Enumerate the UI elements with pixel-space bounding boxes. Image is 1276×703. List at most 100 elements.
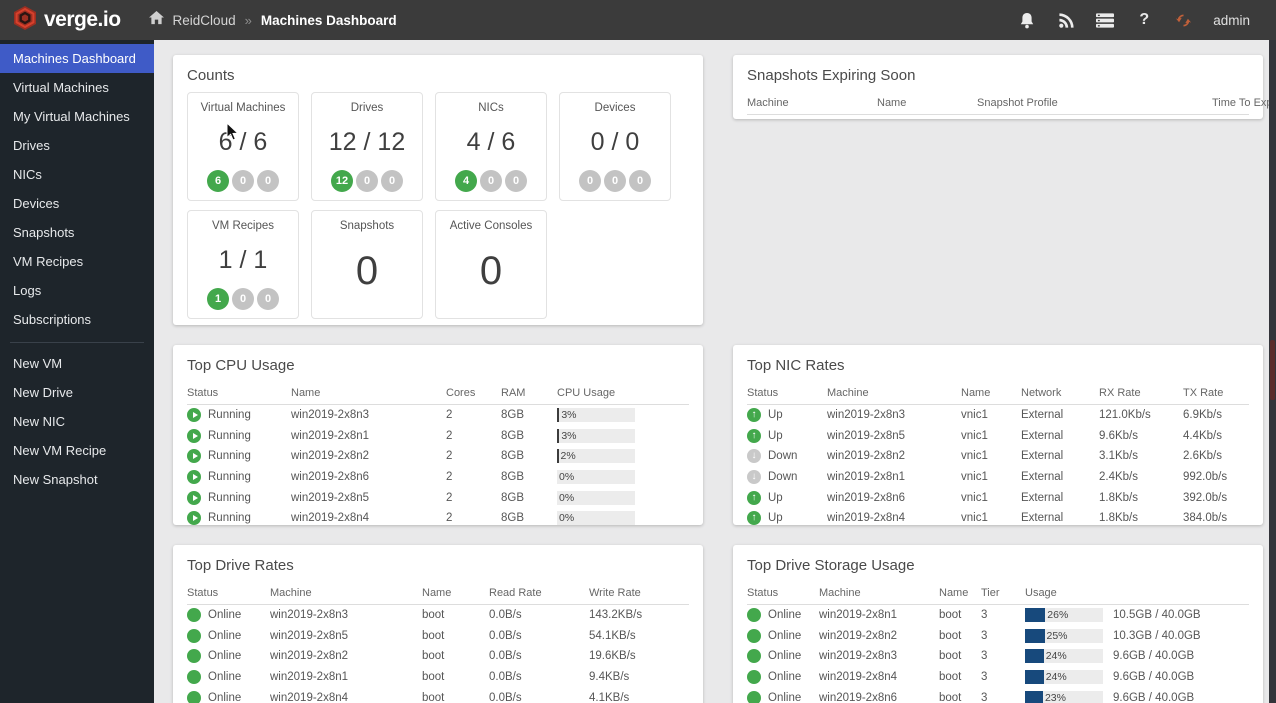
table-row[interactable]: Running win2019-2x8n4 2 8GB 0% bbox=[187, 508, 689, 529]
column-header: Time To Expiration bbox=[1212, 97, 1276, 109]
nic-name: vnic1 bbox=[961, 429, 988, 442]
write-rate: 143.2KB/s bbox=[589, 609, 643, 622]
user-menu[interactable]: admin bbox=[1213, 12, 1250, 28]
sidebar-item-virtual-machines[interactable]: Virtual Machines bbox=[13, 80, 109, 95]
sidebar-action-new-drive[interactable]: New Drive bbox=[13, 385, 73, 400]
count-card-devices[interactable]: Devices 0 / 0 0 0 0 bbox=[559, 92, 671, 201]
count-card-virtual-machines[interactable]: Virtual Machines 6 / 6 6 0 0 bbox=[187, 92, 299, 201]
vertical-scrollbar[interactable] bbox=[1269, 40, 1276, 703]
vm-name: win2019-2x8n3 bbox=[291, 409, 370, 422]
vm-name: win2019-2x8n1 bbox=[291, 429, 370, 442]
rx-rate: 3.1Kb/s bbox=[1099, 450, 1138, 463]
status-label: Up bbox=[768, 429, 783, 442]
table-row[interactable]: Online win2019-2x8n3 boot 0.0B/s 143.2KB… bbox=[187, 605, 689, 626]
table-row[interactable]: ↓ Down win2019-2x8n2 vnic1 External 3.1Kb… bbox=[747, 446, 1249, 467]
feed-rss-icon[interactable] bbox=[1057, 11, 1075, 29]
read-rate: 0.0B/s bbox=[489, 609, 522, 622]
cpu-percent-label: 0% bbox=[559, 471, 575, 484]
drive-name: boot bbox=[422, 629, 445, 642]
main-content: Counts Virtual Machines 6 / 6 6 0 0 Driv… bbox=[154, 40, 1276, 703]
table-row[interactable]: ↑ Up win2019-2x8n4 vnic1 External 1.8Kb/s… bbox=[747, 508, 1249, 529]
table-row[interactable]: Running win2019-2x8n5 2 8GB 0% bbox=[187, 487, 689, 508]
machine-name: win2019-2x8n2 bbox=[827, 450, 906, 463]
tx-rate: 4.4Kb/s bbox=[1183, 429, 1222, 442]
write-rate: 54.1KB/s bbox=[589, 629, 636, 642]
cpu-percent-label: 3% bbox=[561, 429, 577, 442]
top-drive-rates-panel: Top Drive Rates Status Machine Name Read… bbox=[173, 545, 703, 703]
sidebar-action-new-nic[interactable]: New NIC bbox=[13, 414, 66, 429]
snapshots-expiring-panel: Snapshots Expiring Soon Machine Name Sna… bbox=[733, 55, 1276, 119]
cpu-usage-bar: 3% bbox=[557, 428, 635, 443]
drive-name: boot bbox=[422, 609, 445, 622]
table-row[interactable]: Online win2019-2x8n1 boot 0.0B/s 9.4KB/s bbox=[187, 667, 689, 688]
verge-io-logo[interactable]: verge.io bbox=[0, 5, 135, 36]
count-card-vm-recipes[interactable]: VM Recipes 1 / 1 1 0 0 bbox=[187, 210, 299, 319]
count-card-nics[interactable]: NICs 4 / 6 4 0 0 bbox=[435, 92, 547, 201]
sidebar-divider bbox=[10, 342, 144, 343]
status-label: Online bbox=[768, 629, 802, 642]
system-log-list-icon[interactable] bbox=[1096, 11, 1115, 29]
rx-rate: 1.8Kb/s bbox=[1099, 512, 1138, 525]
sidebar-item-devices[interactable]: Devices bbox=[13, 196, 60, 211]
status-badge: 12 bbox=[331, 170, 353, 192]
refresh-sync-icon[interactable] bbox=[1174, 11, 1192, 29]
home-icon[interactable] bbox=[148, 10, 164, 30]
scrollbar-thumb[interactable] bbox=[1270, 340, 1275, 400]
table-row[interactable]: Online win2019-2x8n3 boot 3 24% 9.6GB / 4… bbox=[747, 646, 1249, 667]
sidebar-item-vm-recipes[interactable]: VM Recipes bbox=[13, 254, 84, 269]
sidebar-item-nics[interactable]: NICs bbox=[13, 167, 42, 182]
column-header: Status bbox=[187, 587, 219, 599]
table-row[interactable]: Online win2019-2x8n1 boot 3 26% 10.5GB / … bbox=[747, 605, 1249, 626]
count-card-snapshots[interactable]: Snapshots 0 bbox=[311, 210, 423, 319]
sidebar-item-snapshots[interactable]: Snapshots bbox=[13, 225, 75, 240]
online-status-icon bbox=[747, 649, 761, 664]
status-badge: 0 bbox=[356, 170, 378, 192]
sidebar-item-drives[interactable]: Drives bbox=[13, 138, 50, 153]
sidebar-item-logs[interactable]: Logs bbox=[13, 283, 42, 298]
sidebar-item-machines-dashboard[interactable]: Machines Dashboard bbox=[0, 44, 154, 73]
table-row[interactable]: ↑ Up win2019-2x8n5 vnic1 External 9.6Kb/s… bbox=[747, 426, 1249, 447]
storage-percent-label: 25% bbox=[1046, 629, 1068, 642]
nic-name: vnic1 bbox=[961, 409, 988, 422]
table-row[interactable]: Running win2019-2x8n6 2 8GB 0% bbox=[187, 467, 689, 488]
sidebar-item-subscriptions[interactable]: Subscriptions bbox=[13, 312, 92, 327]
sidebar-action-new-snapshot[interactable]: New Snapshot bbox=[13, 472, 98, 487]
sidebar-action-new-vm-recipe[interactable]: New VM Recipe bbox=[13, 443, 107, 458]
table-row[interactable]: Running win2019-2x8n3 2 8GB 3% bbox=[187, 405, 689, 426]
table-row[interactable]: ↑ Up win2019-2x8n3 vnic1 External 121.0Kb… bbox=[747, 405, 1249, 426]
machine-name: win2019-2x8n1 bbox=[819, 609, 898, 622]
status-badge: 0 bbox=[257, 170, 279, 192]
status-label: Online bbox=[768, 650, 802, 663]
table-row[interactable]: Online win2019-2x8n2 boot 3 25% 10.3GB / … bbox=[747, 626, 1249, 647]
column-header: CPU Usage bbox=[557, 387, 616, 399]
table-row[interactable]: Running win2019-2x8n2 2 8GB 2% bbox=[187, 446, 689, 467]
help-icon[interactable]: ? bbox=[1139, 11, 1150, 28]
cpu-percent-label: 3% bbox=[561, 409, 577, 422]
table-row[interactable]: Online win2019-2x8n4 boot 0.0B/s 4.1KB/s bbox=[187, 687, 689, 703]
status-badge: 4 bbox=[455, 170, 477, 192]
online-status-icon bbox=[747, 608, 761, 623]
card-label: Devices bbox=[594, 102, 636, 114]
table-row[interactable]: Online win2019-2x8n5 boot 0.0B/s 54.1KB/… bbox=[187, 626, 689, 647]
table-row[interactable]: ↑ Up win2019-2x8n6 vnic1 External 1.8Kb/s… bbox=[747, 487, 1249, 508]
cpu-usage-bar: 0% bbox=[557, 470, 635, 485]
sidebar-action-new-vm[interactable]: New VM bbox=[13, 356, 63, 371]
table-row[interactable]: ↓ Down win2019-2x8n1 vnic1 External 2.4Kb… bbox=[747, 467, 1249, 488]
table-row[interactable]: Online win2019-2x8n4 boot 3 24% 9.6GB / 4… bbox=[747, 667, 1249, 688]
table-row[interactable]: Online win2019-2x8n6 boot 3 23% 9.6GB / 4… bbox=[747, 687, 1249, 703]
status-badge: 0 bbox=[257, 288, 279, 310]
table-row[interactable]: Running win2019-2x8n1 2 8GB 3% bbox=[187, 426, 689, 447]
notifications-bell-icon[interactable] bbox=[1018, 11, 1036, 29]
table-row[interactable]: Online win2019-2x8n2 boot 0.0B/s 19.6KB/… bbox=[187, 646, 689, 667]
count-card-drives[interactable]: Drives 12 / 12 12 0 0 bbox=[311, 92, 423, 201]
status-label: Down bbox=[768, 471, 798, 484]
counts-cards-grid: Virtual Machines 6 / 6 6 0 0 Drives 12 /… bbox=[187, 92, 689, 319]
sidebar-item-my-virtual-machines[interactable]: My Virtual Machines bbox=[13, 109, 130, 124]
card-badges: 0 0 0 bbox=[579, 170, 651, 192]
online-status-icon bbox=[187, 690, 201, 703]
count-card-active-consoles[interactable]: Active Consoles 0 bbox=[435, 210, 547, 319]
nic-up-icon: ↑ bbox=[747, 428, 761, 443]
breadcrumb-root[interactable]: ReidCloud bbox=[172, 12, 236, 28]
machine-name: win2019-2x8n4 bbox=[270, 691, 349, 703]
network-name: External bbox=[1021, 450, 1064, 463]
